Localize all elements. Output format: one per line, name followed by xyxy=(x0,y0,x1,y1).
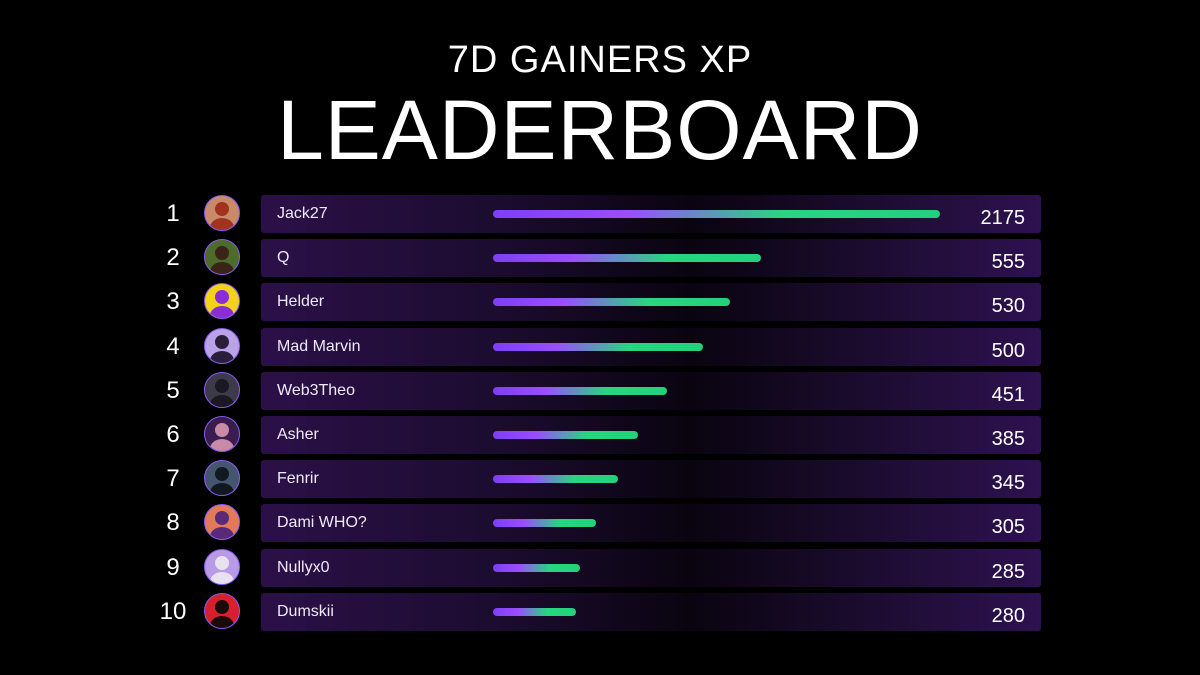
xp-bar-track xyxy=(493,563,940,572)
xp-bar xyxy=(493,386,668,395)
xp-value-label: 555 xyxy=(991,251,1025,274)
player-name: Q xyxy=(277,249,290,267)
xp-bar xyxy=(493,431,639,439)
rank-label: 9 xyxy=(166,553,180,581)
xp-bar-track xyxy=(493,431,940,439)
xp-value-label: 2175 xyxy=(980,207,1026,229)
xp-bar-track xyxy=(493,607,940,616)
xp-bar xyxy=(493,210,940,218)
leaderboard-row: 5 Web3Theo 451 xyxy=(0,371,1200,411)
xp-value-label: 280 xyxy=(991,604,1025,627)
player-name: Mad Marvin xyxy=(277,337,361,355)
xp-bar xyxy=(493,519,596,528)
xp-bar xyxy=(493,254,762,263)
xp-bar xyxy=(493,607,576,616)
xp-value-label: 530 xyxy=(991,295,1025,318)
leaderboard-row: 1 Jack27 2175 xyxy=(0,194,1200,234)
xp-bar-track xyxy=(493,519,940,528)
xp-value-label: 385 xyxy=(991,428,1025,450)
leaderboard-row: 8 Dami WHO? 305 xyxy=(0,503,1200,543)
player-name: Fenrir xyxy=(277,470,319,488)
hairless-cat-avatar-icon xyxy=(204,416,240,452)
xp-bar-track xyxy=(493,254,940,263)
red-mask-avatar-icon xyxy=(204,592,240,629)
xp-bar-track xyxy=(493,386,940,395)
xp-value-label: 345 xyxy=(991,472,1025,495)
xp-bar-track xyxy=(493,342,940,351)
bearded-person-avatar-icon xyxy=(204,239,240,276)
xp-value-label: 500 xyxy=(991,339,1025,362)
xp-bar xyxy=(493,563,581,572)
rank-label: 8 xyxy=(166,509,180,537)
xp-value-label: 451 xyxy=(991,383,1025,406)
xp-value-label: 305 xyxy=(991,516,1025,539)
leaderboard-row: 9 Nullyx0 285 xyxy=(0,548,1200,588)
leaderboard-row: 2 Q 555 xyxy=(0,238,1200,278)
player-name: Dami WHO? xyxy=(277,514,367,532)
leaderboard-row: 6 Asher 385 xyxy=(0,415,1200,455)
rank-label: 1 xyxy=(166,200,180,227)
leaderboard-row: 7 Fenrir 345 xyxy=(0,459,1200,499)
xp-bar-track xyxy=(493,210,940,218)
leaderboard-row: 10 Dumskii 280 xyxy=(0,592,1200,632)
player-name: Helder xyxy=(277,293,325,311)
chart-subtitle: 7D GAINERS XP xyxy=(447,39,753,81)
rank-label: 6 xyxy=(166,421,180,448)
chart-title: LEADERBOARD xyxy=(277,83,923,177)
player-name: Dumskii xyxy=(277,602,334,620)
dark-figure-avatar-icon xyxy=(204,371,240,408)
xp-bar-track xyxy=(493,475,940,484)
rank-label: 7 xyxy=(166,465,180,493)
hat-person-avatar-icon xyxy=(204,327,240,364)
row-background xyxy=(261,416,1041,454)
leaderboard-row: 4 Mad Marvin 500 xyxy=(0,327,1200,367)
rank-label: 4 xyxy=(166,332,180,360)
astronaut-avatar-icon xyxy=(204,283,240,320)
xp-bar xyxy=(493,342,704,351)
leaderboard-row: 3 Helder 530 xyxy=(0,282,1200,322)
player-name: Asher xyxy=(277,426,319,443)
xp-bar xyxy=(493,475,619,484)
robot-avatar-icon xyxy=(204,548,240,585)
red-hair-person-avatar-icon xyxy=(204,195,240,231)
xp-bar xyxy=(493,298,730,307)
black-cat-avatar-icon xyxy=(204,460,240,497)
rank-label: 3 xyxy=(166,288,180,316)
row-background xyxy=(261,548,1041,587)
player-name: Web3Theo xyxy=(277,381,355,399)
row-background xyxy=(261,504,1041,543)
xp-bar-track xyxy=(493,298,940,307)
row-background xyxy=(261,592,1041,631)
rank-label: 5 xyxy=(166,376,180,404)
rank-label: 2 xyxy=(166,244,180,272)
girl-avatar-icon xyxy=(204,504,240,541)
player-name: Nullyx0 xyxy=(277,558,330,576)
rank-label: 10 xyxy=(159,597,187,625)
row-background xyxy=(261,460,1041,499)
xp-value-label: 285 xyxy=(991,560,1025,583)
player-name: Jack27 xyxy=(277,205,328,222)
